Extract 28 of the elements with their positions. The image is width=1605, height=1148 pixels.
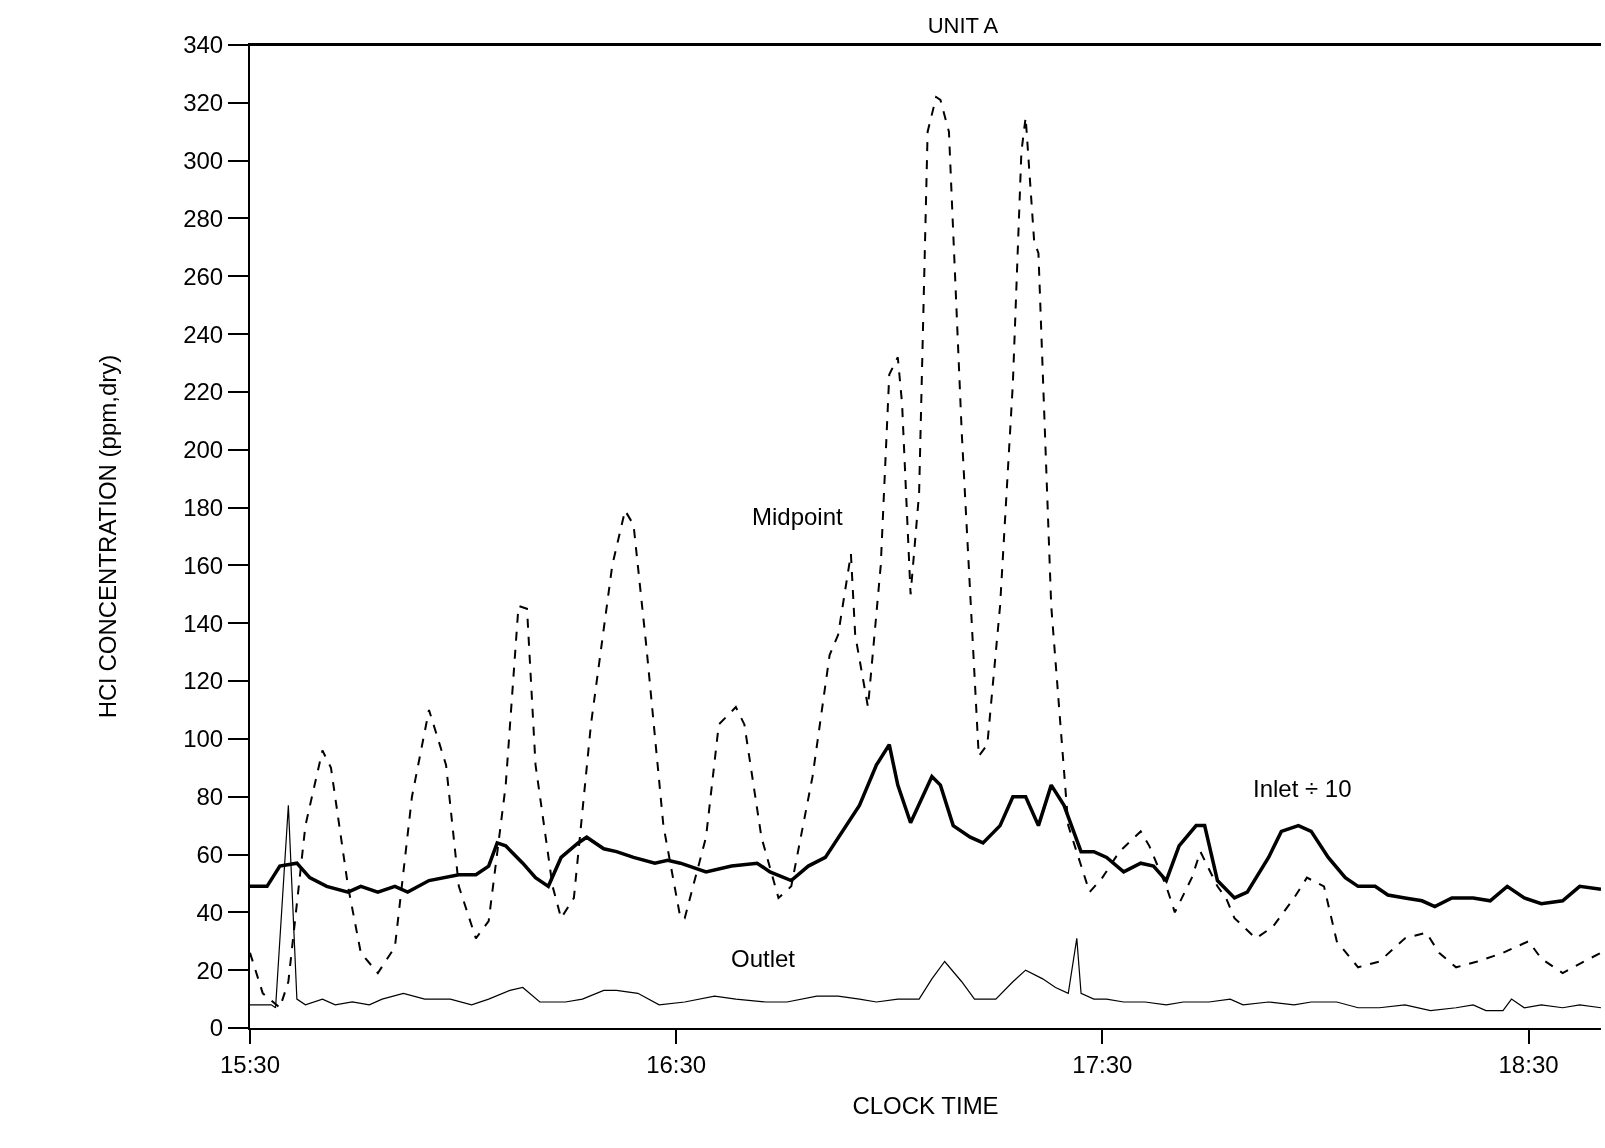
y-tick-label: 40: [196, 898, 224, 926]
x-tick-label: 16:30: [646, 1050, 707, 1078]
y-tick-label: 260: [183, 262, 224, 290]
y-tick-label: 200: [183, 436, 224, 464]
y-tick-label: 0: [209, 1014, 224, 1042]
y-tick-label: 80: [196, 783, 224, 811]
y-axis-title: HCl CONCENTRATION (ppm,dry): [93, 354, 121, 719]
x-axis-title: CLOCK TIME: [852, 1091, 999, 1119]
y-tick-label: 160: [183, 551, 224, 579]
y-tick-label: 140: [183, 609, 224, 637]
annotation: Midpoint: [752, 503, 844, 530]
y-tick-label: 280: [183, 204, 224, 232]
y-tick-label: 120: [183, 667, 224, 695]
x-tick-label: 18:30: [1498, 1050, 1559, 1078]
y-tick-label: 100: [183, 725, 224, 753]
y-tick-label: 340: [183, 31, 224, 59]
chart-title: UNIT A: [927, 12, 999, 38]
y-tick-label: 240: [183, 320, 224, 348]
y-tick-label: 180: [183, 493, 224, 521]
y-tick-label: 60: [196, 840, 224, 868]
x-tick-label: 17:30: [1072, 1050, 1133, 1078]
annotation: Outlet: [731, 945, 796, 972]
y-tick-label: 300: [183, 147, 224, 175]
annotation: Inlet ÷ 10: [1253, 775, 1352, 802]
x-tick-label: 15:30: [219, 1050, 281, 1078]
y-tick-label: 320: [183, 89, 224, 117]
y-tick-label: 220: [183, 378, 224, 406]
y-tick-label: 20: [196, 956, 224, 984]
